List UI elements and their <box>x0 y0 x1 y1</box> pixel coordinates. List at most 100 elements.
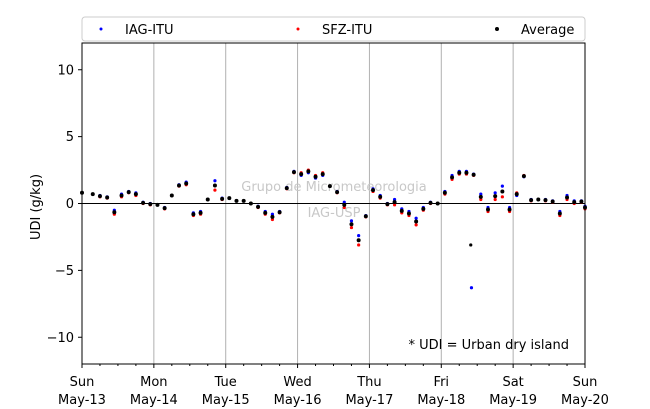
point-average <box>169 193 174 198</box>
data-points <box>80 168 587 290</box>
point-average <box>299 172 304 177</box>
point-average <box>220 196 225 201</box>
legend-frame <box>81 16 586 42</box>
point-iag-itu <box>392 197 397 202</box>
x-tick-label-date: May-17 <box>345 393 393 408</box>
point-average <box>148 202 153 207</box>
point-average <box>414 219 419 224</box>
point-average <box>133 192 138 197</box>
y-tick-label: 10 <box>57 63 74 78</box>
point-average <box>248 201 253 206</box>
point-iag-itu <box>349 219 354 223</box>
point-average <box>349 222 354 227</box>
point-average <box>536 197 541 202</box>
point-iag-itu <box>479 192 483 196</box>
y-tick-label: 0 <box>66 197 74 212</box>
point-average <box>112 210 117 215</box>
point-average <box>507 207 512 212</box>
point-average <box>306 169 311 174</box>
y-axis-label: UDI (g/kg) <box>29 174 44 240</box>
point-sfz-itu <box>414 223 418 227</box>
point-iag-itu <box>414 216 418 220</box>
annotation-note: * UDI = Urban dry island <box>409 338 569 353</box>
point-average <box>378 194 383 199</box>
point-sfz-itu <box>213 188 217 192</box>
point-average <box>241 198 246 203</box>
point-average <box>493 194 498 199</box>
legend-marker-sfz-itu <box>296 27 300 31</box>
legend-label-average: Average <box>521 23 574 38</box>
x-tick-label-day: Sat <box>502 375 523 390</box>
x-tick-label-date: May-20 <box>561 393 609 408</box>
point-average <box>105 195 110 200</box>
point-average <box>471 172 476 177</box>
point-average <box>90 192 95 197</box>
point-average <box>485 207 490 212</box>
point-average <box>263 210 268 215</box>
point-average <box>399 208 404 213</box>
point-sfz-itu <box>479 197 483 202</box>
point-average <box>284 186 289 191</box>
legend-label-sfz-itu: SFZ-ITU <box>322 23 372 38</box>
x-tick-label-day: Tue <box>214 375 237 390</box>
point-average <box>550 199 555 204</box>
point-average <box>543 198 548 203</box>
legend-label-iag-itu: IAG-ITU <box>125 23 174 38</box>
x-tick-label-date: May-15 <box>202 393 250 408</box>
point-sfz-itu <box>357 243 361 247</box>
point-average <box>356 238 361 243</box>
point-average <box>342 202 347 207</box>
point-average <box>177 183 182 188</box>
point-sfz-itu <box>349 225 354 230</box>
point-average <box>320 172 325 177</box>
point-average <box>406 211 411 216</box>
outlier-point <box>469 243 473 247</box>
point-average <box>184 181 189 186</box>
point-average <box>141 200 146 205</box>
point-average <box>270 214 275 219</box>
legend-marker-average <box>495 27 499 31</box>
point-iag-itu <box>213 179 217 183</box>
point-sfz-itu <box>493 197 497 202</box>
point-average <box>371 188 376 193</box>
x-tick-label-day: Mon <box>140 375 167 390</box>
point-average <box>205 197 210 202</box>
point-sfz-itu <box>342 205 346 210</box>
point-average <box>256 204 261 209</box>
point-average <box>313 174 318 179</box>
point-iag-itu <box>500 184 504 188</box>
point-average <box>234 198 239 203</box>
x-tick-label-day: Wed <box>283 375 311 390</box>
point-average <box>478 194 483 199</box>
point-average <box>514 192 519 197</box>
point-iag-itu <box>342 200 346 204</box>
point-average <box>119 193 124 198</box>
y-tick-label: −5 <box>55 264 74 279</box>
point-average <box>363 214 368 219</box>
point-average <box>227 196 232 201</box>
legend-marker-iag-itu <box>99 27 103 31</box>
x-tick-label-day: Fri <box>434 375 450 390</box>
point-average <box>464 170 469 175</box>
point-average <box>212 183 217 188</box>
point-average <box>291 170 296 175</box>
point-average <box>392 200 397 205</box>
x-tick-label-day: Thu <box>356 375 381 390</box>
y-axis: −10 −5 0 5 10 <box>47 63 82 346</box>
point-average <box>450 175 455 180</box>
x-tick-label-date: May-18 <box>417 393 465 408</box>
point-average <box>442 190 447 195</box>
x-axis: Sun May-13 Mon May-14 Tue May-15 Wed May-16 Thu M… <box>58 364 609 408</box>
point-iag-itu <box>493 191 497 195</box>
point-average <box>428 200 433 205</box>
point-average <box>521 174 526 179</box>
point-sfz-itu <box>500 195 504 199</box>
point-average <box>126 190 131 195</box>
x-tick-label-date: May-16 <box>274 393 322 408</box>
x-tick-label-date: May-19 <box>489 393 537 408</box>
point-average <box>335 190 340 195</box>
point-sfz-itu <box>392 203 397 207</box>
point-average <box>198 210 203 215</box>
point-iag-itu <box>357 234 361 238</box>
point-average <box>385 202 390 207</box>
